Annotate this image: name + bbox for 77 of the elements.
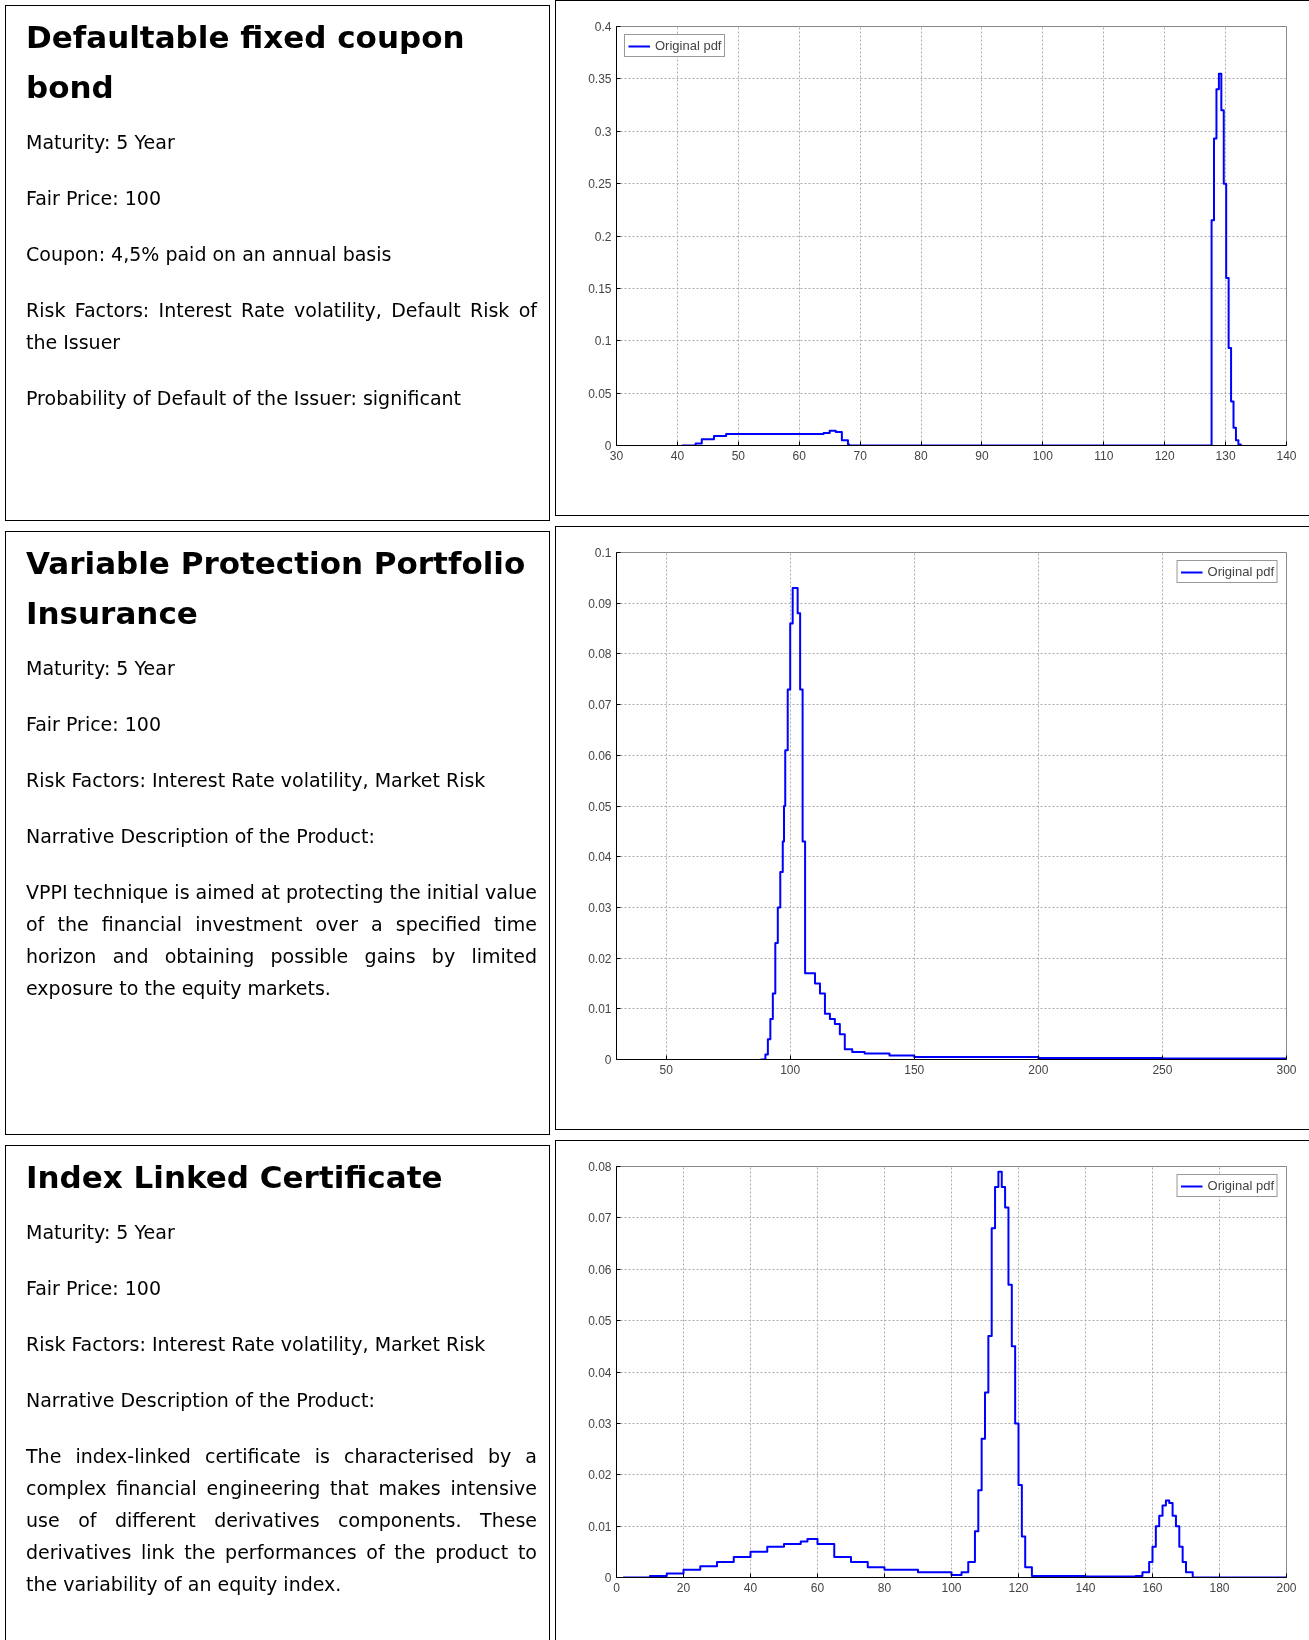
y-tick-label: 0.35 [588,72,612,87]
x-tick-label: 80 [877,1580,892,1595]
text: Probability of Default of the Issuer: significant [26,386,463,411]
y-tick-label: 0.02 [588,951,612,966]
x-tick-label: 70 [853,448,868,463]
y-tick-label: 0.07 [588,1211,612,1226]
y-tick-label: 0.07 [588,698,612,713]
x-tick-label: 40 [743,1580,758,1595]
x-tick-label: 100 [941,1580,962,1595]
x-tick-label: 100 [1032,448,1054,463]
text: Index Linked Certificate [26,1158,444,1197]
x-tick-label: 110 [1094,448,1114,463]
y-tick-label: 0.08 [588,1160,612,1174]
x-tick-label: 120 [1008,1580,1029,1595]
y-tick-label: 0.05 [588,386,612,401]
x-tick-label: 80 [914,448,929,463]
text: Risk Factors: Interest Rate volatility, Market Risk [26,768,487,793]
x-tick-label: 50 [659,1062,674,1077]
x-tick-label: 150 [904,1062,925,1077]
y-tick-label: 0.3 [594,124,612,139]
y-tick-label: 0 [604,1571,612,1585]
x-tick-label: 130 [1215,448,1236,463]
x-tick-label: 120 [1154,448,1176,463]
text: Maturity: 5 Year [26,1220,176,1245]
x-tick-label: 200 [1276,1580,1297,1595]
y-tick-label: 0.1 [594,546,612,560]
text: Maturity: 5 Year [26,130,176,155]
text: Coupon: 4,5% paid on an annual basis [26,242,393,267]
x-tick-label: 250 [1152,1062,1173,1077]
x-tick-label: 160 [1142,1580,1163,1595]
x-tick-label: 200 [1028,1062,1049,1077]
y-tick-label: 0.05 [588,799,612,814]
y-tick-label: 0.4 [594,20,612,34]
y-tick-label: 0.03 [588,1416,612,1431]
y-tick-label: 0.08 [588,647,612,662]
x-tick-label: 60 [810,1580,825,1595]
legend-label: Original pdf [1207,1178,1274,1193]
x-tick-label: 140 [1276,448,1297,463]
y-tick-label: 0.03 [588,900,612,915]
x-tick-label: 50 [731,448,746,463]
text: Fair Price: 100 [26,186,162,211]
y-tick-label: 0.06 [588,1262,612,1277]
x-tick-label: 100 [780,1062,801,1077]
x-tick-label: 20 [676,1580,691,1595]
x-tick-label: 60 [792,448,807,463]
y-tick-label: 0.1 [594,334,612,349]
text: Risk Factors: Interest Rate volatility, Market Risk [26,1332,487,1357]
x-tick-label: 90 [975,448,989,463]
text: Narrative Description of the Product: [26,824,376,849]
y-tick-label: 0.02 [588,1468,612,1483]
x-tick-label: 180 [1209,1580,1230,1595]
text: Narrative Description of the Product: [26,1388,376,1413]
y-tick-label: 0 [604,439,612,453]
x-tick-label: 40 [670,448,685,463]
y-tick-label: 0.04 [588,850,612,865]
y-tick-label: 0.04 [588,1365,612,1380]
text: Fair Price: 100 [26,712,162,737]
text: Maturity: 5 Year [26,656,176,681]
text: The index-linked certificate is characterised by a complex financial engineering that makes intensive use of different derivatives components. These derivatives link the performances of the product to the variability of an equity index. [26,1444,537,1597]
text: Variable Protection Portfolio Insurance [26,544,527,633]
y-tick-label: 0.01 [588,1519,612,1534]
text: Risk Factors: Interest Rate volatility, Default Risk of the Issuer [26,298,537,355]
y-tick-label: 0.06 [588,748,612,763]
y-tick-label: 0.05 [588,1314,612,1329]
legend-label: Original pdf [1207,564,1274,579]
x-tick-label: 300 [1276,1062,1297,1077]
x-tick-label: 140 [1075,1580,1096,1595]
y-tick-label: 0.01 [588,1002,612,1017]
text: Defaultable fixed coupon bond [26,18,466,107]
y-tick-label: 0.25 [588,177,612,192]
text: VPPI technique is aimed at protecting the initial value of the financial investment over a specified time horizon and obtaining possible gains by limited exposure to the equity markets. [26,880,537,1001]
y-tick-label: 0.15 [588,281,612,296]
y-tick-label: 0.09 [588,596,612,611]
y-tick-label: 0.2 [594,229,612,244]
y-tick-label: 0 [604,1053,612,1067]
legend-label: Original pdf [655,38,722,53]
text: Fair Price: 100 [26,1276,162,1301]
